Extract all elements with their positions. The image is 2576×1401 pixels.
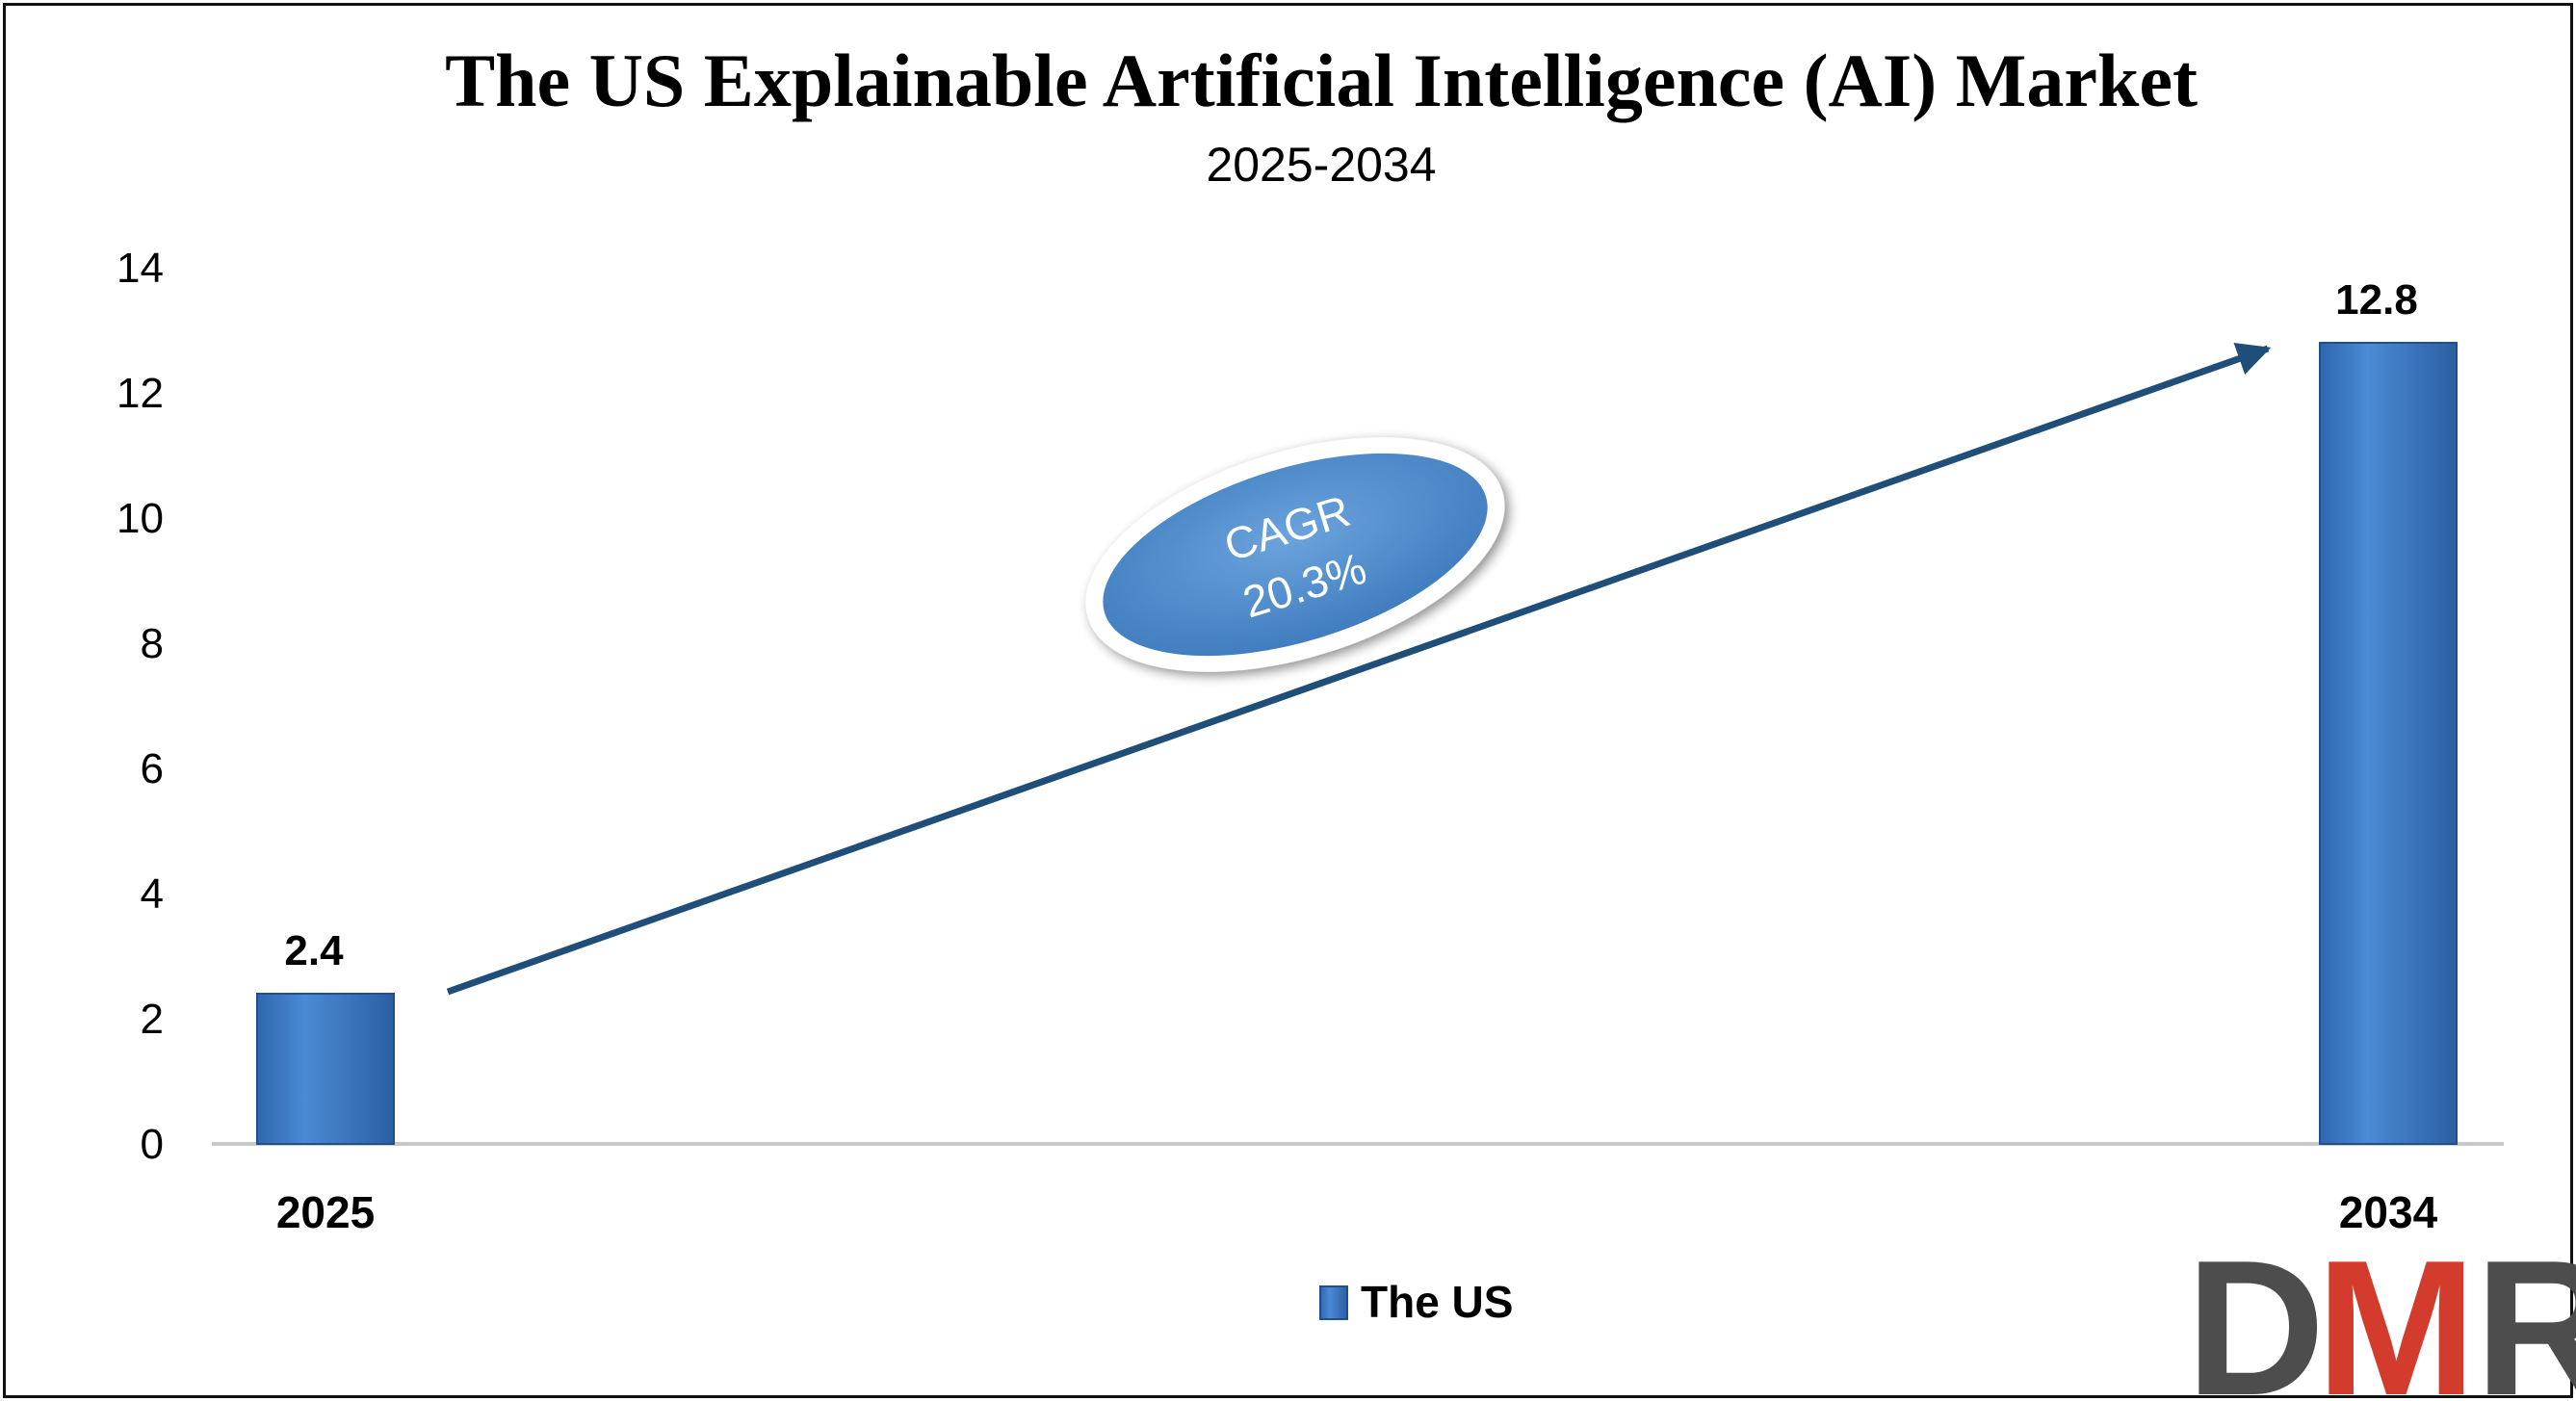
chart-frame [3, 3, 2573, 1398]
chart-title: The US Explainable Artificial Intelligen… [445, 39, 2198, 122]
legend-swatch [1319, 1285, 1348, 1320]
category-labels: 2025 2034 [276, 1187, 2438, 1237]
data-labels: 2.4 12.8 [284, 276, 2417, 974]
bars-group [256, 342, 2458, 1145]
y-tick-label: 6 [141, 745, 164, 792]
legend: The US [1319, 1277, 1513, 1327]
logo-letter-r: R [2475, 1221, 2576, 1401]
y-tick-label: 12 [117, 370, 164, 417]
y-tick-label: 8 [141, 620, 164, 667]
logo-letter-d: D [2186, 1221, 2325, 1401]
trend-arrow [446, 342, 2272, 996]
y-tick-label: 0 [141, 1121, 164, 1168]
bar [256, 993, 395, 1145]
x-category-label: 2034 [2339, 1187, 2438, 1237]
cagr-badge: CAGR 20.3% [1085, 437, 1505, 672]
bar-data-label: 12.8 [2335, 276, 2418, 324]
y-tick-label: 14 [117, 245, 164, 292]
bar [2319, 342, 2458, 1145]
y-axis-ticks: 0 2 4 6 8 10 12 14 [117, 245, 164, 1168]
y-tick-label: 10 [117, 495, 164, 542]
x-category-label: 2025 [276, 1187, 375, 1237]
bar-data-label: 2.4 [284, 927, 344, 974]
y-tick-label: 2 [141, 996, 164, 1043]
logo-letter-m: M [2316, 1221, 2477, 1401]
dmr-logo: D M R [2186, 1221, 2576, 1401]
chart-subtitle: 2025-2034 [1206, 138, 1436, 192]
legend-label: The US [1361, 1277, 1513, 1327]
cagr-ellipse [1097, 447, 1494, 662]
y-tick-label: 4 [141, 870, 164, 918]
